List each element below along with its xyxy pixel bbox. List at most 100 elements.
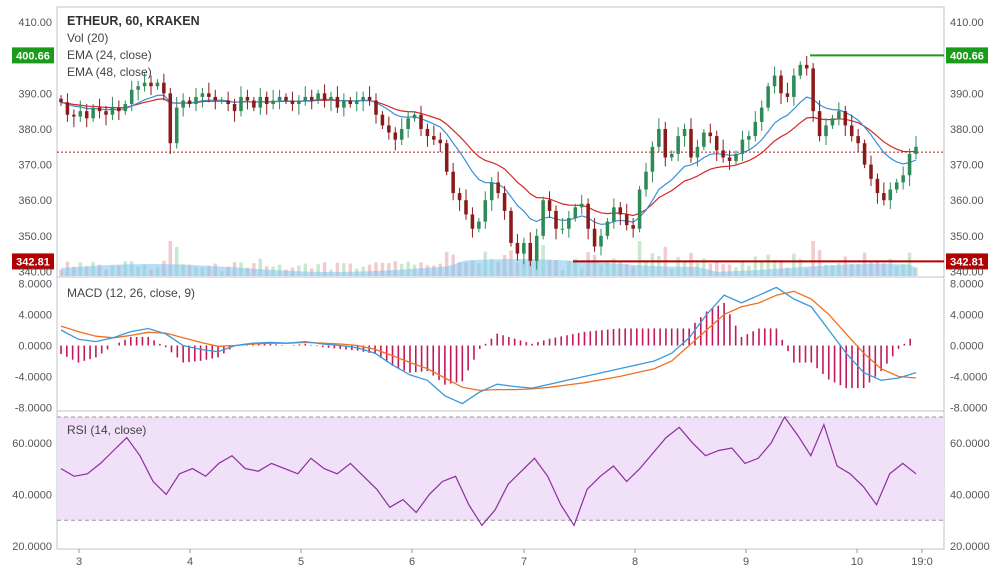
rsi-line	[60, 415, 917, 527]
vol-legend: Vol (20)	[67, 31, 109, 45]
rsi-tick-right: 20.0000	[950, 541, 990, 553]
price-tick-right: 370.00	[950, 160, 984, 172]
volume-bar	[168, 241, 173, 276]
candle-body	[888, 189, 893, 201]
macd-tick-left: 8.0000	[18, 279, 52, 291]
candle-body	[297, 100, 301, 105]
candle-body	[136, 86, 140, 90]
candle-body	[631, 225, 635, 229]
x-tick-label: 19:0	[911, 556, 932, 568]
candle-body	[843, 111, 848, 126]
candle-body	[785, 93, 790, 97]
volume-bar	[689, 252, 693, 276]
rsi-tick-right: 40.0000	[950, 489, 990, 501]
candle-body	[547, 200, 552, 211]
candle-body	[753, 121, 758, 137]
volume-bar	[702, 258, 706, 276]
volume-bar	[766, 254, 770, 276]
candle-body	[155, 82, 160, 87]
candle-body	[824, 125, 828, 137]
macd-legend: MACD (12, 26, close, 9)	[67, 286, 196, 300]
candle-body	[187, 100, 192, 105]
price-tick-left: 340.00	[18, 266, 52, 278]
candle-body	[354, 100, 359, 105]
candle-body	[811, 68, 815, 112]
volume-bar	[753, 256, 758, 276]
candle-body	[72, 114, 76, 117]
volume-bar	[676, 257, 680, 276]
candle-body	[483, 200, 488, 222]
candle-body	[303, 96, 308, 101]
candle-body	[573, 207, 578, 219]
candle-body	[380, 114, 385, 126]
ema24-line	[60, 94, 917, 225]
macd-tick-right: -8.0000	[950, 402, 987, 414]
candle-body	[457, 193, 462, 201]
volume-bar	[374, 262, 378, 276]
macd-tick-left: 0.0000	[18, 341, 52, 353]
candle-body	[509, 210, 513, 243]
candle-body	[644, 171, 648, 190]
volume-bar	[657, 256, 661, 276]
rsi-tick-left: 20.0000	[12, 541, 52, 553]
candle-body	[907, 153, 912, 176]
candle-body	[329, 96, 333, 101]
price-tick-right: 380.00	[950, 124, 984, 136]
candle-body	[174, 107, 179, 144]
candle-body	[252, 100, 256, 108]
macd-tick-left: 4.0000	[18, 310, 52, 322]
candle-body	[284, 96, 288, 101]
candle-body	[110, 107, 115, 115]
candle-body	[91, 107, 95, 119]
chart-title: ETHEUR, 60, KRAKEN	[67, 14, 200, 28]
price-tag-left-label: 342.81	[16, 256, 50, 268]
candle-body	[97, 107, 102, 112]
candle-body	[727, 157, 732, 162]
candle-body	[464, 200, 468, 215]
volume-bar	[322, 262, 327, 276]
candle-body	[496, 182, 500, 194]
volume-bar	[714, 261, 719, 276]
volume-bar	[387, 263, 391, 276]
price-tick-left: 370.00	[18, 160, 52, 172]
candle-body	[117, 107, 121, 112]
candle-body	[901, 175, 905, 183]
candle-body	[689, 128, 693, 158]
candle-body	[798, 64, 803, 76]
volume-bar	[342, 263, 346, 276]
x-tick-label: 9	[743, 556, 749, 568]
candle-body	[290, 100, 295, 105]
candle-body	[599, 235, 603, 247]
price-tag-right-label: 400.66	[950, 50, 984, 62]
candle-body	[207, 93, 211, 97]
price-tag-right-label: 342.81	[950, 256, 984, 268]
candle-body	[534, 235, 539, 261]
price-tag-right	[946, 47, 988, 64]
rsi-tick-left: 40.0000	[12, 489, 52, 501]
rsi-pane	[57, 415, 944, 527]
volume-bar	[444, 251, 449, 276]
volume-bar	[303, 263, 308, 276]
candle-body	[65, 102, 70, 115]
price-tick-left: 390.00	[18, 88, 52, 100]
volume-bar	[367, 264, 372, 276]
candle-body	[245, 96, 250, 101]
candle-body	[830, 118, 835, 126]
candle-body	[637, 189, 642, 229]
candle-body	[528, 242, 533, 261]
candle-body	[387, 125, 391, 133]
volume-bar	[297, 265, 301, 276]
macd-line	[60, 286, 917, 405]
candle-body	[432, 136, 436, 140]
macd-tick-left: -4.0000	[15, 371, 52, 383]
candle-body	[219, 100, 224, 102]
candle-body	[168, 93, 173, 144]
candle-body	[624, 214, 629, 226]
candle-body	[682, 128, 687, 137]
macd-tick-right: 8.0000	[950, 279, 984, 291]
price-tick-right: 350.00	[950, 231, 984, 243]
candle-body	[586, 203, 590, 229]
candle-body	[348, 100, 353, 105]
